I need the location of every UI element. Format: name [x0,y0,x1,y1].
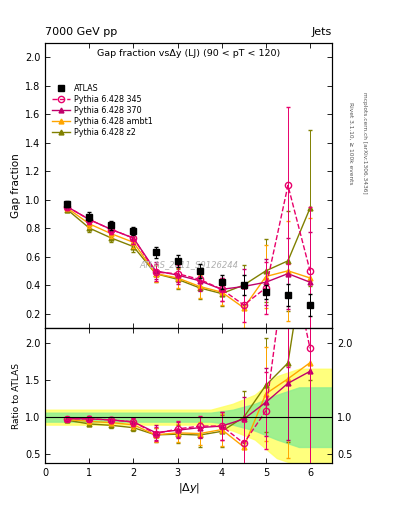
Text: mcplots.cern.ch [arXiv:1306.3436]: mcplots.cern.ch [arXiv:1306.3436] [362,93,367,194]
Y-axis label: Gap fraction: Gap fraction [11,153,21,218]
Text: Gap fraction vsΔy (LJ) (90 < pT < 120): Gap fraction vsΔy (LJ) (90 < pT < 120) [97,49,280,58]
Text: Jets: Jets [312,27,332,37]
X-axis label: $|\Delta y|$: $|\Delta y|$ [178,481,200,495]
Text: Rivet 3.1.10, ≥ 100k events: Rivet 3.1.10, ≥ 100k events [348,102,353,185]
Text: 7000 GeV pp: 7000 GeV pp [45,27,118,37]
Text: ATLAS_2011_S9126244: ATLAS_2011_S9126244 [139,261,238,270]
Y-axis label: Ratio to ATLAS: Ratio to ATLAS [12,362,21,429]
Legend: ATLAS, Pythia 6.428 345, Pythia 6.428 370, Pythia 6.428 ambt1, Pythia 6.428 z2: ATLAS, Pythia 6.428 345, Pythia 6.428 37… [52,84,152,137]
